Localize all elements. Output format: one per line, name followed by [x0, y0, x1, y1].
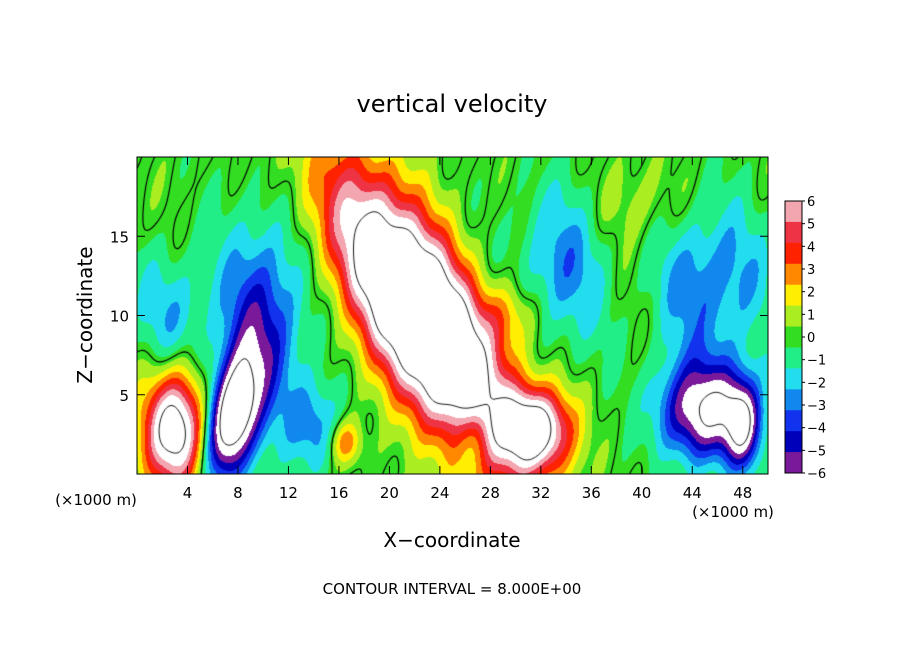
- colorbar-label: 2: [807, 286, 815, 301]
- colorbar-label: −6: [807, 467, 826, 482]
- x-tick-label: 40: [632, 484, 651, 502]
- x-tick-label: 20: [380, 484, 399, 502]
- x-tick-label: 36: [582, 484, 601, 502]
- colorbar: 6 5 4 3 2 1 0 −1 −2 −3 −4 −5 −6: [784, 195, 826, 482]
- x-unit-label-right: (×1000 m): [692, 503, 774, 521]
- velocity-field-heatmap: [137, 157, 768, 474]
- colorbar-swatch: [785, 389, 802, 411]
- y-tick-label: 15: [110, 228, 129, 246]
- x-tick-label: 12: [279, 484, 298, 502]
- colorbar-label: 4: [807, 240, 815, 255]
- x-tick-label: 28: [481, 484, 500, 502]
- y-tick-label: 5: [119, 387, 129, 405]
- colorbar-swatch: [785, 242, 802, 265]
- x-tick-label: 8: [233, 484, 243, 502]
- colorbar-swatch: [785, 452, 802, 474]
- colorbar-swatch: [785, 410, 802, 432]
- y-axis-ticks: 5 10 15: [110, 228, 768, 405]
- x-tick-label: 32: [531, 484, 550, 502]
- y-axis-label: Z−coordinate: [73, 246, 97, 383]
- x-axis-label: X−coordinate: [383, 528, 520, 552]
- colorbar-swatch: [785, 201, 802, 223]
- chart-title: vertical velocity: [357, 90, 548, 118]
- contour-interval-note: CONTOUR INTERVAL = 8.000E+00: [323, 580, 582, 598]
- x-tick-label: 44: [683, 484, 702, 502]
- colorbar-label: 0: [807, 331, 815, 346]
- colorbar-label: 1: [807, 308, 815, 323]
- colorbar-label: 5: [807, 218, 815, 233]
- x-tick-label: 16: [329, 484, 348, 502]
- x-tick-label: 24: [430, 484, 449, 502]
- colorbar-swatch: [785, 221, 802, 244]
- colorbar-swatch: [785, 347, 802, 369]
- colorbar-label: −3: [807, 399, 826, 414]
- colorbar-swatch: [785, 284, 802, 307]
- colorbar-label: −1: [807, 354, 826, 369]
- colorbar-label: 6: [807, 195, 815, 210]
- colorbar-label: −2: [807, 376, 826, 391]
- colorbar-label: −5: [807, 444, 826, 459]
- plot-area: [136, 156, 769, 475]
- x-tick-label: 4: [183, 484, 193, 502]
- x-tick-label: 48: [733, 484, 752, 502]
- x-axis-ticks: 4 8 12 16 20 24 28 32 36 40 44 48: [183, 157, 752, 502]
- colorbar-label: 3: [807, 263, 815, 278]
- colorbar-swatch: [785, 368, 802, 390]
- y-tick-label: 10: [110, 308, 129, 326]
- x-unit-label-left: (×1000 m): [55, 491, 137, 509]
- colorbar-swatch: [785, 263, 802, 286]
- colorbar-swatch: [785, 305, 802, 328]
- colorbar-swatch: [785, 326, 802, 348]
- colorbar-swatch: [785, 431, 802, 453]
- colorbar-label: −4: [807, 422, 826, 437]
